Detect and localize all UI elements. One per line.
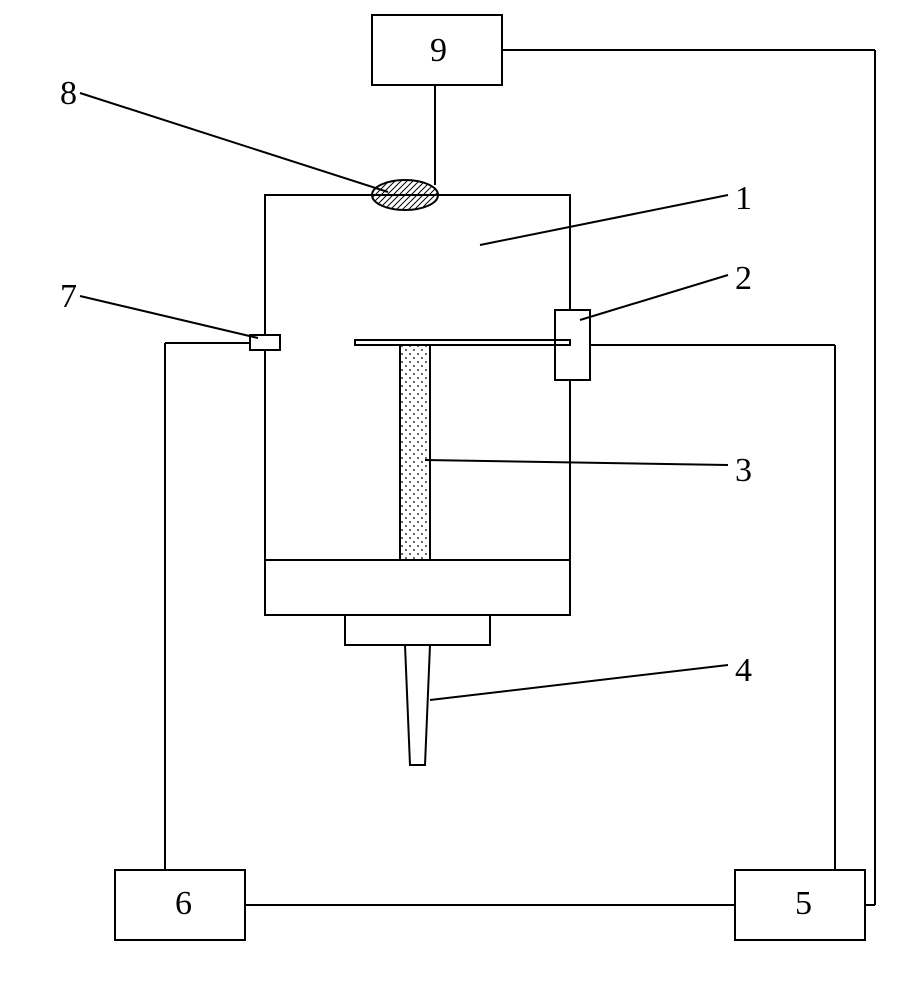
plate: [355, 340, 570, 345]
leader-2: [580, 275, 728, 320]
sub-block: [345, 615, 490, 645]
stem-3: [400, 345, 430, 560]
label-6: 6: [175, 885, 192, 923]
leader-8: [80, 93, 388, 192]
label-9: 9: [430, 32, 447, 70]
leader-1: [480, 195, 728, 245]
label-3: 3: [735, 452, 752, 490]
label-4: 4: [735, 652, 752, 690]
leader-4: [430, 665, 728, 700]
nozzle-4: [405, 645, 430, 765]
ellipse-8: [372, 180, 438, 210]
diagram-canvas: [0, 0, 907, 1000]
label-5: 5: [795, 885, 812, 923]
leader-7: [80, 296, 258, 338]
label-8: 8: [60, 75, 77, 113]
base-block: [265, 560, 570, 615]
label-1: 1: [735, 180, 752, 218]
leader-3: [425, 460, 728, 465]
label-7: 7: [60, 278, 77, 316]
label-2: 2: [735, 260, 752, 298]
